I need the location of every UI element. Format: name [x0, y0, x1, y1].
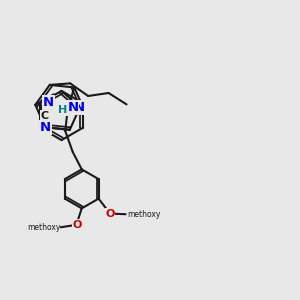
Text: methoxy: methoxy — [127, 210, 160, 219]
Text: O: O — [105, 208, 115, 219]
Text: O: O — [72, 220, 82, 230]
Text: N: N — [74, 101, 85, 114]
Text: C: C — [41, 111, 49, 121]
Text: N: N — [43, 96, 54, 109]
Text: N: N — [68, 101, 79, 114]
Text: H: H — [58, 105, 67, 115]
Text: N: N — [40, 121, 51, 134]
Text: methoxy: methoxy — [27, 223, 60, 232]
